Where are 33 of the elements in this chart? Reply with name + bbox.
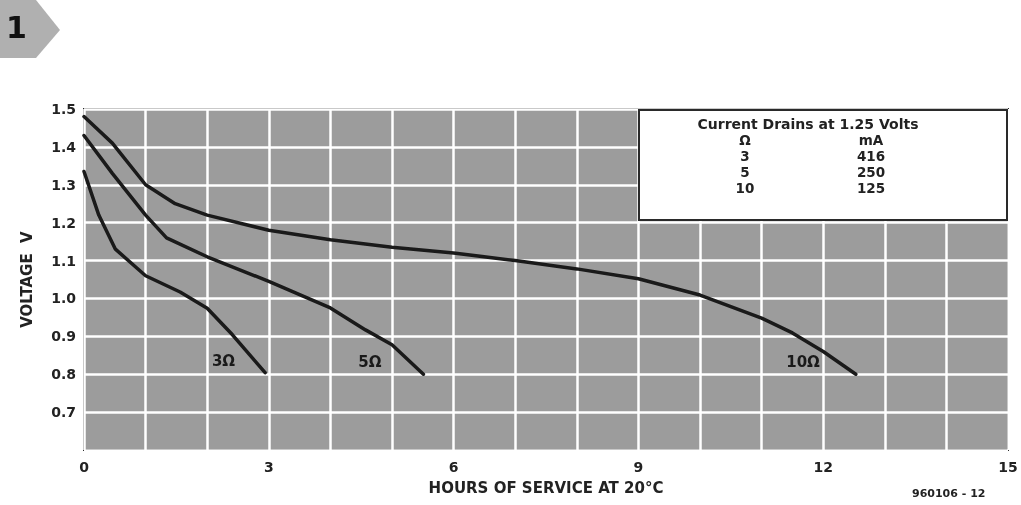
annotation: mA [858,132,884,148]
annotation: 10 [735,180,755,196]
text: 960106 - 12 [912,487,986,500]
annotation: 416 [856,148,886,164]
y-axis-title: VOLTAGE V [17,230,36,328]
y-tick-label: 1.2 [51,214,76,231]
y-tick-label: 1.4 [51,138,77,155]
y-tick-label: 0.9 [51,328,76,345]
annotation: Current Drains at 1.25 Volts [696,116,920,132]
y-tick-label: 0.8 [51,366,76,383]
series-label: 5Ω [358,353,382,372]
x-tick-label: 12 [813,459,833,475]
x-tick-label: 15 [998,459,1018,475]
series-label: 10Ω [786,353,821,372]
y-tick-label: 1.0 [51,290,77,307]
annotation: 3 [740,148,750,164]
y-tick-label: 1.3 [51,176,76,193]
annotation: 5 [740,164,750,180]
annotation: Ω [739,132,751,148]
annotation: 125 [856,180,886,196]
line-series [82,169,267,375]
annotation: 250 [856,164,886,180]
line-series [82,133,426,376]
x-tick-label: 0 [79,459,90,475]
text: 1 [6,10,27,46]
x-axis-title: HOURS OF SERVICE AT 20°C [428,478,664,497]
series-label: 3Ω [211,351,236,370]
y-tick-label: 1.5 [51,101,76,117]
x-tick-label: 3 [263,459,274,475]
y-tick-label: 1.1 [51,252,76,269]
x-tick-label: 9 [633,459,644,475]
x-tick-label: 6 [448,459,459,475]
y-tick-label: 0.7 [51,404,76,421]
